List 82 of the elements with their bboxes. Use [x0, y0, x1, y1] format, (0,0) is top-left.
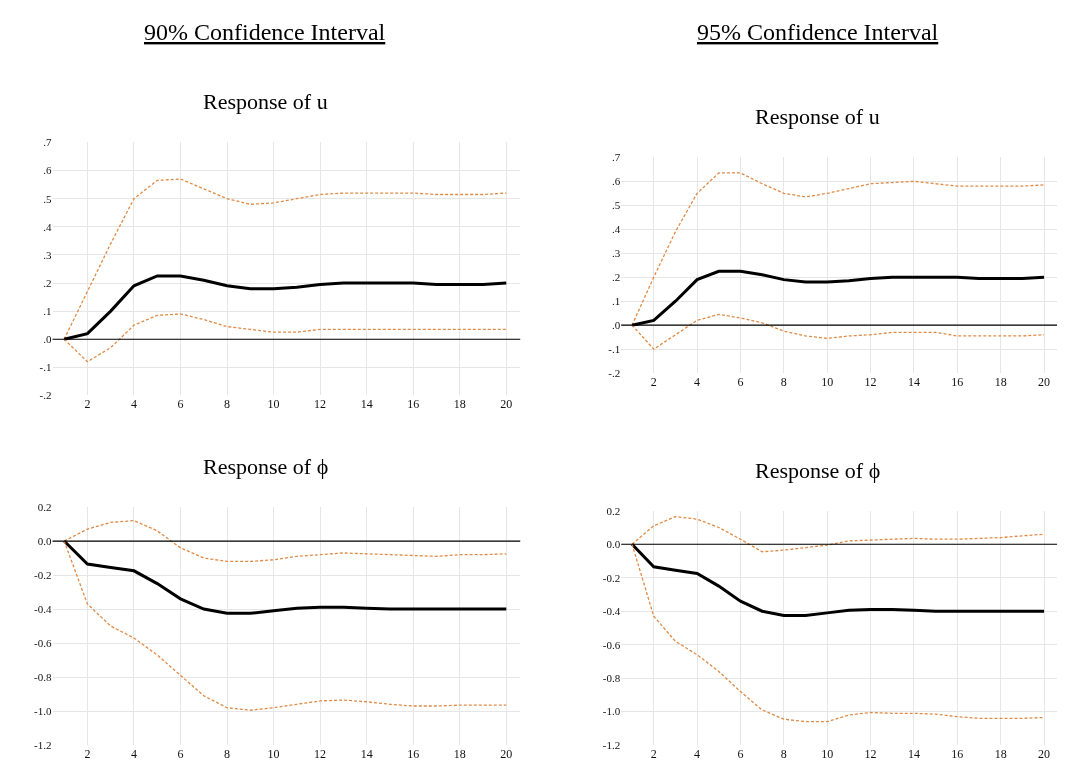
y-tick-label: .6: [611, 175, 621, 188]
y-tick-label: -0.6: [602, 638, 621, 651]
y-tick-label: .1: [611, 295, 621, 308]
x-tick-label: 16: [951, 747, 964, 762]
x-tick-label: 2: [84, 397, 91, 412]
x-tick-label: 6: [737, 747, 744, 762]
y-tick-label: .0: [611, 319, 621, 332]
x-tick-label: 8: [224, 397, 231, 412]
x-tick-label: 18: [453, 747, 466, 762]
x-tick-label: 4: [130, 747, 137, 762]
y-tick-label: .6: [43, 164, 53, 177]
x-tick-label: 10: [267, 397, 280, 412]
x-tick-label: 2: [84, 747, 91, 762]
chart-title: Response of u: [755, 104, 880, 129]
y-tick-label: -0.2: [34, 568, 52, 581]
y-tick-label: -0.8: [34, 670, 53, 683]
x-tick-label: 20: [500, 397, 513, 412]
x-tick-label: 6: [177, 397, 184, 412]
x-tick-label: 12: [314, 397, 327, 412]
x-tick-label: 4: [694, 747, 701, 762]
x-tick-label: 6: [737, 375, 744, 390]
chart-title: Response of ϕ: [755, 458, 881, 483]
x-tick-label: 16: [951, 375, 964, 390]
x-tick-label: 14: [360, 397, 373, 412]
x-tick-label: 10: [821, 375, 834, 390]
y-tick-label: -.1: [608, 343, 621, 355]
y-tick-label: .4: [43, 220, 53, 233]
y-tick-label: -.2: [39, 389, 52, 402]
chart-title: Response of ϕ: [203, 454, 329, 479]
x-tick-label: 2: [650, 747, 657, 762]
x-tick-label: 8: [224, 747, 231, 762]
x-tick-label: 16: [407, 747, 420, 762]
x-tick-label: 12: [314, 747, 327, 762]
x-tick-label: 12: [864, 375, 877, 390]
y-tick-label: -1.0: [34, 704, 53, 717]
y-tick-label: .2: [43, 276, 52, 289]
y-tick-label: .1: [43, 304, 52, 317]
x-tick-label: 6: [177, 747, 184, 762]
y-tick-label: .0: [43, 333, 53, 346]
text: 90% Confidence Interval: [144, 19, 386, 45]
x-tick-label: 10: [821, 747, 834, 762]
x-tick-label: 18: [994, 375, 1007, 390]
y-tick-label: 0.2: [606, 504, 621, 517]
y-tick-label: -1.0: [602, 705, 621, 718]
y-tick-label: -1.2: [34, 738, 52, 751]
y-tick-label: 0.2: [37, 500, 52, 513]
x-tick-label: 14: [360, 747, 373, 762]
y-tick-label: .7: [611, 151, 621, 164]
y-tick-label: .5: [611, 199, 621, 212]
y-tick-label: .3: [43, 248, 53, 261]
x-tick-label: 8: [780, 747, 787, 762]
y-tick-label: .7: [43, 136, 53, 149]
y-tick-label: .5: [43, 192, 53, 205]
y-tick-label: 0.0: [606, 538, 621, 551]
y-tick-label: -.1: [39, 361, 52, 374]
x-tick-label: 4: [694, 375, 701, 390]
x-tick-label: 14: [907, 375, 920, 390]
y-tick-label: -0.8: [602, 672, 621, 685]
x-tick-label: 20: [1038, 747, 1051, 762]
x-tick-label: 20: [500, 747, 513, 762]
chart-title: Response of u: [203, 89, 328, 114]
x-tick-label: 12: [864, 747, 877, 762]
x-tick-label: 20: [1038, 375, 1051, 390]
x-tick-label: 14: [907, 747, 920, 762]
y-tick-label: .3: [611, 247, 621, 260]
x-tick-label: 8: [780, 375, 787, 390]
x-tick-label: 18: [453, 397, 466, 412]
y-tick-label: -0.4: [602, 605, 621, 618]
y-tick-label: -1.2: [602, 738, 621, 751]
y-tick-label: .2: [611, 271, 621, 284]
y-tick-label: -0.4: [34, 602, 53, 615]
x-tick-label: 16: [407, 397, 420, 412]
x-tick-label: 4: [130, 397, 137, 412]
x-tick-label: 18: [994, 747, 1007, 762]
x-tick-label: 10: [267, 747, 280, 762]
y-tick-label: -.2: [608, 366, 621, 379]
y-tick-label: -0.6: [34, 636, 53, 649]
text: 95% Confidence Interval: [697, 19, 939, 45]
y-tick-label: .4: [611, 223, 621, 236]
y-tick-label: -0.2: [602, 571, 621, 584]
x-tick-label: 2: [650, 375, 657, 390]
y-tick-label: 0.0: [37, 534, 53, 547]
